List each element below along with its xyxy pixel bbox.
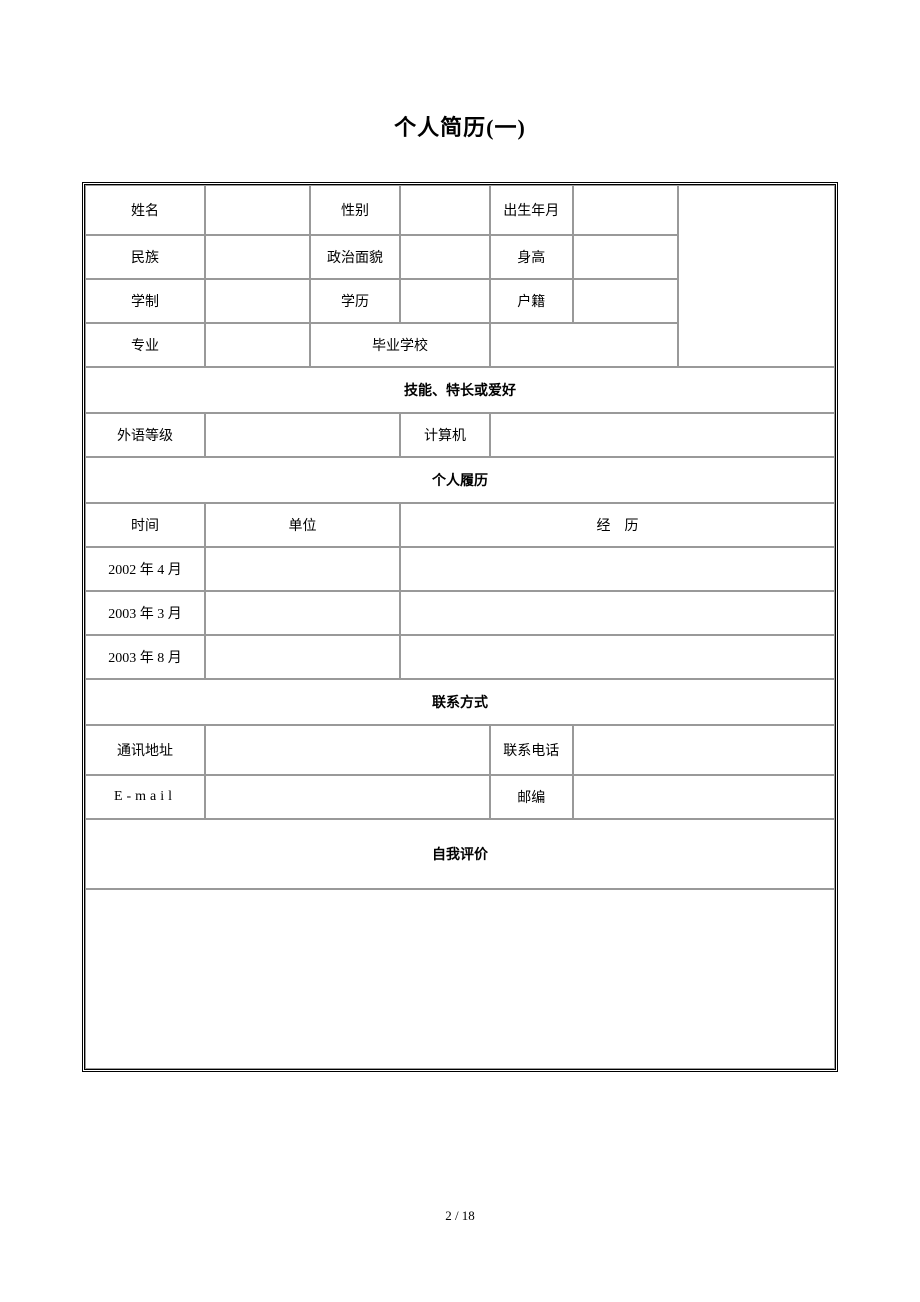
- value-school-system: [205, 279, 310, 323]
- photo-cell: [678, 185, 836, 367]
- label-education: 学历: [310, 279, 400, 323]
- label-foreign-lang: 外语等级: [85, 413, 205, 457]
- label-name: 姓名: [85, 185, 205, 235]
- value-email: [205, 775, 490, 819]
- section-self-eval: 自我评价: [85, 819, 835, 889]
- value-foreign-lang: [205, 413, 400, 457]
- label-huji: 户籍: [490, 279, 573, 323]
- unit-1: [205, 547, 400, 591]
- section-resume: 个人履历: [85, 457, 835, 503]
- value-huji: [573, 279, 678, 323]
- label-school-system: 学制: [85, 279, 205, 323]
- unit-3: [205, 635, 400, 679]
- date-1: 2002 年 4 月: [85, 547, 205, 591]
- label-address: 通讯地址: [85, 725, 205, 775]
- date-3: 2003 年 8 月: [85, 635, 205, 679]
- label-gender: 性别: [310, 185, 400, 235]
- label-ethnicity: 民族: [85, 235, 205, 279]
- exp-1: [400, 547, 835, 591]
- value-education: [400, 279, 490, 323]
- label-unit: 单位: [205, 503, 400, 547]
- value-postcode: [573, 775, 836, 819]
- value-name: [205, 185, 310, 235]
- date-2: 2003 年 3 月: [85, 591, 205, 635]
- label-experience: 经 历: [400, 503, 835, 547]
- label-height: 身高: [490, 235, 573, 279]
- value-self-eval: [85, 889, 835, 1069]
- value-computer: [490, 413, 835, 457]
- value-phone: [573, 725, 836, 775]
- exp-3: [400, 635, 835, 679]
- label-computer: 计算机: [400, 413, 490, 457]
- label-phone: 联系电话: [490, 725, 573, 775]
- value-gender: [400, 185, 490, 235]
- page-footer: 2 / 18: [0, 1208, 920, 1224]
- value-birth: [573, 185, 678, 235]
- label-time: 时间: [85, 503, 205, 547]
- value-height: [573, 235, 678, 279]
- exp-2: [400, 591, 835, 635]
- label-grad-school: 毕业学校: [310, 323, 490, 367]
- label-major: 专业: [85, 323, 205, 367]
- unit-2: [205, 591, 400, 635]
- value-political: [400, 235, 490, 279]
- value-grad-school: [490, 323, 678, 367]
- label-political: 政治面貌: [310, 235, 400, 279]
- label-email: E-mail: [85, 775, 205, 819]
- value-address: [205, 725, 490, 775]
- resume-table: 姓名 性别 出生年月 民族 政治面貌 身高 学制 学历 户籍: [82, 182, 838, 1072]
- section-skills: 技能、特长或爱好: [85, 367, 835, 413]
- label-postcode: 邮编: [490, 775, 573, 819]
- value-major: [205, 323, 310, 367]
- value-ethnicity: [205, 235, 310, 279]
- section-contact: 联系方式: [85, 679, 835, 725]
- page-title: 个人简历(一): [82, 110, 838, 142]
- label-birth: 出生年月: [490, 185, 573, 235]
